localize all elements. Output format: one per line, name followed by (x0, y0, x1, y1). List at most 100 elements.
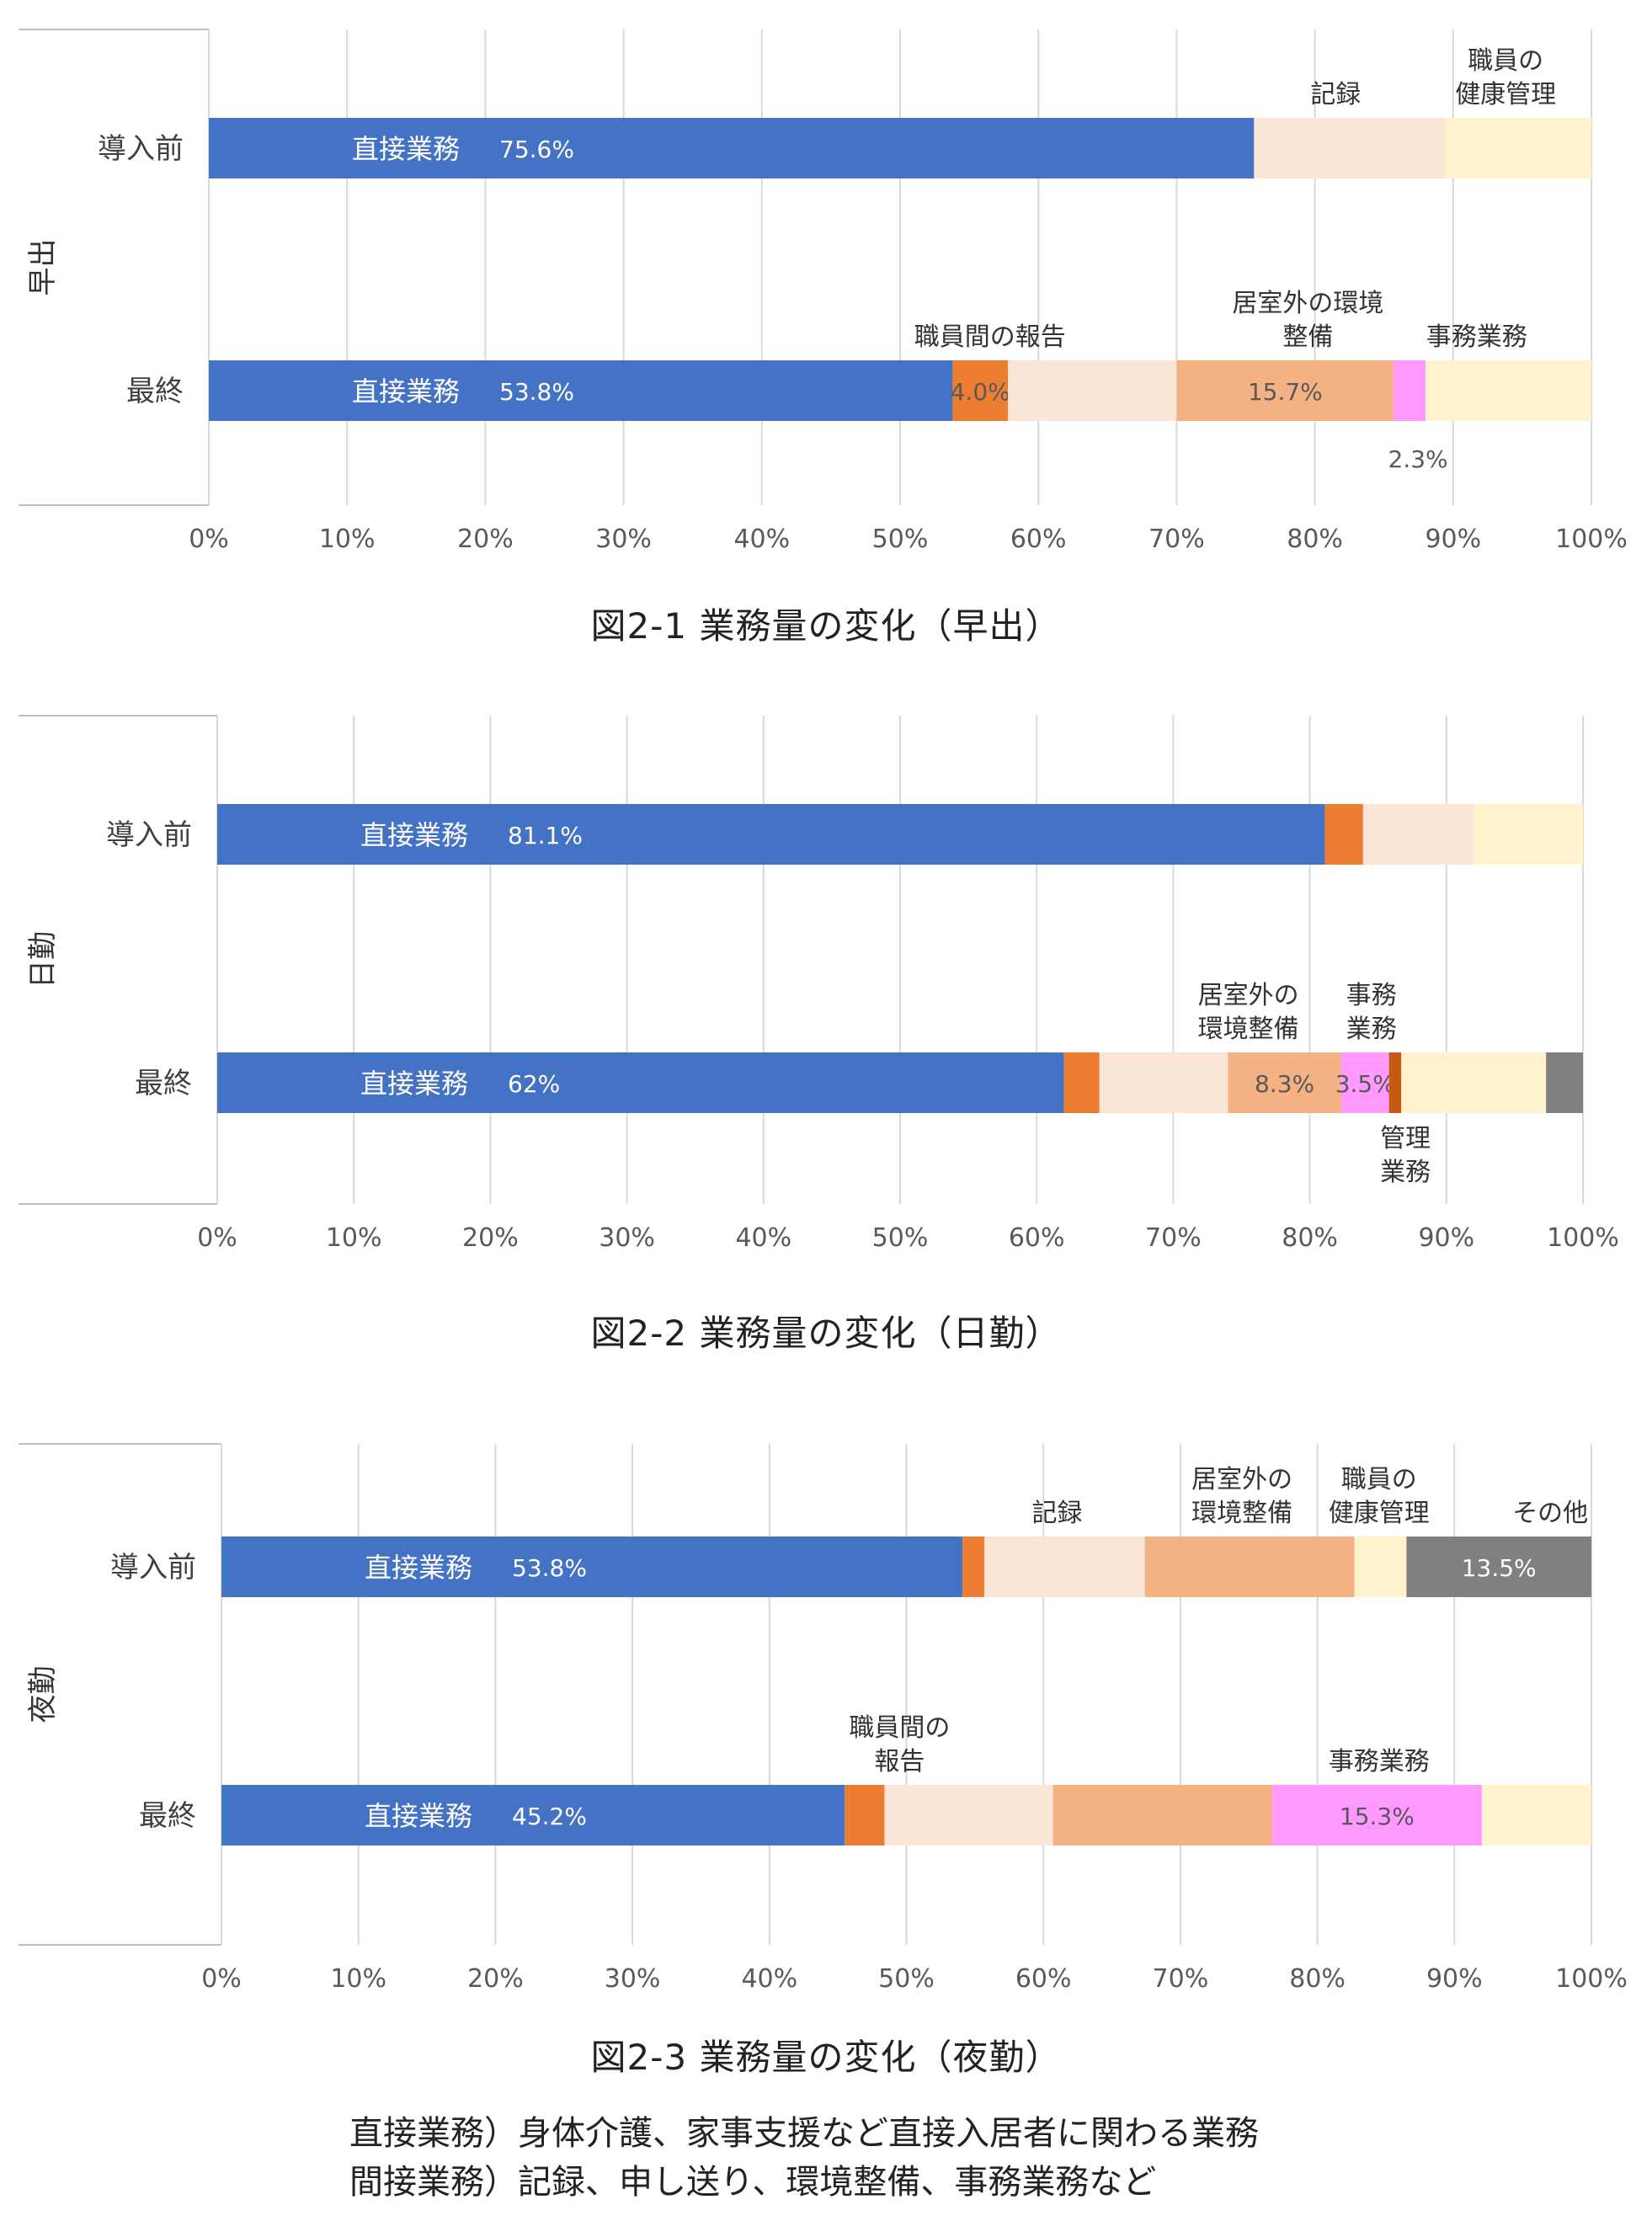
bar-segment (952, 360, 1009, 421)
bar-segment (1362, 804, 1474, 865)
bar-segment (845, 1785, 885, 1846)
bar-segment (1144, 1537, 1355, 1597)
bar-segment (884, 1785, 1053, 1846)
x-tick-label: 40% (735, 1223, 791, 1253)
bar-segment (1271, 1785, 1482, 1846)
x-tick-label: 20% (467, 1964, 524, 1994)
x-tick-label: 70% (1153, 1964, 1209, 1994)
x-tick-label: 60% (1015, 1964, 1072, 1994)
x-tick-label: 30% (605, 1964, 661, 1994)
data-label: 75.6% (499, 136, 574, 163)
x-tick-label: 90% (1426, 1964, 1483, 1994)
x-tick-label: 50% (872, 525, 929, 554)
chart-panel-early: 早出 0% 10% 20% 30% 40% 50% 60% 70% 80% 90% 100% 導入前 直接… (0, 0, 1652, 674)
x-tick-label: 50% (878, 1964, 935, 1994)
x-tick-label: 10% (330, 1964, 386, 1994)
chart-caption-early: 図2-1 業務量の変化（早出） (590, 605, 1062, 647)
chart-panel-night: 夜勤 0% 10% 20% 30% 40% 50% 60% 70% 80% 90% 100% 導入前 直接… (0, 1423, 1652, 2096)
segment-annotation: 職員の (1341, 1465, 1417, 1494)
data-label: 53.8% (499, 378, 574, 406)
segment-name-label: 直接業務 (365, 1552, 472, 1584)
bar-segment (1354, 1537, 1407, 1597)
chart-caption-day: 図2-2 業務量の変化（日勤） (590, 1313, 1062, 1354)
bar-segment (209, 118, 1255, 178)
segment-annotation: 居室外の (1191, 1465, 1292, 1494)
group-label: 早出 (26, 239, 60, 296)
data-label: 53.8% (512, 1554, 587, 1582)
bar-segment (962, 1537, 985, 1597)
group-label: 日勤 (26, 931, 60, 988)
data-label: 8.3% (1255, 1070, 1314, 1098)
note-direct: 直接業務）身体介護、家事支援など直接入居者に関わる業務 (349, 2114, 1259, 2153)
chart-caption-night: 図2-3 業務量の変化（夜勤） (590, 2037, 1062, 2078)
data-label: 3.5% (1335, 1070, 1395, 1098)
bar-segment (1176, 360, 1394, 421)
segment-annotation: 居室外の (1198, 981, 1299, 1010)
x-tick-label: 50% (872, 1223, 929, 1253)
data-label: 62% (508, 1070, 560, 1098)
bar-segment (1099, 1052, 1228, 1113)
bar-segment (1063, 1052, 1100, 1113)
segment-annotation: 環境整備 (1198, 1015, 1299, 1044)
chart-panel-day: 日勤 0% 10% 20% 30% 40% 50% 60% 70% 80% 90% 100% 導入前 直接… (0, 699, 1652, 1389)
bar-segment (1324, 804, 1363, 865)
x-tick-label: 100% (1555, 525, 1628, 554)
data-label: 15.7% (1248, 378, 1323, 406)
segment-annotation: 業務 (1346, 1015, 1397, 1044)
segment-name-label: 直接業務 (352, 375, 460, 407)
category-label: 導入前 (110, 1551, 196, 1585)
segment-annotation: 健康管理 (1455, 80, 1556, 109)
bar-segment (221, 1785, 845, 1846)
chart-night-svg: 夜勤0% 10% 20% 30% 40% 50% 60% 70% 80% 90% 100%導入前 直接… (19, 1443, 1628, 1994)
bar-segment (1228, 1052, 1341, 1113)
data-label: 4.0% (951, 378, 1010, 406)
segment-annotation: その他 (1512, 1499, 1588, 1528)
segment-annotation: 職員間の (849, 1713, 950, 1743)
bar-segment (221, 1537, 963, 1597)
x-tick-label: 10% (319, 525, 376, 554)
bar-segment (1406, 1537, 1591, 1597)
data-label: 15.3% (1340, 1803, 1415, 1830)
segment-annotation: 事務業務 (1426, 322, 1527, 352)
bar-segment (984, 1537, 1145, 1597)
bar-segment (217, 804, 1325, 865)
x-tick-label: 90% (1425, 525, 1481, 554)
bar-segment (1444, 118, 1591, 178)
x-tick-label: 0% (201, 1964, 242, 1994)
category-label: 最終 (135, 1067, 192, 1100)
category-label: 最終 (126, 375, 184, 408)
bar-segment (1394, 360, 1426, 421)
segment-annotation: 報告 (874, 1747, 925, 1776)
x-tick-label: 40% (733, 525, 790, 554)
segment-annotation: 事務業務 (1329, 1747, 1430, 1776)
x-tick-label: 30% (595, 525, 652, 554)
x-tick-label: 60% (1009, 1223, 1065, 1253)
segment-name-label: 直接業務 (360, 819, 468, 851)
x-tick-label: 0% (197, 1223, 237, 1253)
category-label: 導入前 (98, 132, 184, 166)
bar-segment (1388, 1052, 1402, 1113)
bar-segment (1254, 118, 1445, 178)
x-tick-label: 80% (1287, 525, 1343, 554)
x-tick-label: 80% (1282, 1223, 1338, 1253)
segment-annotation: 職員の (1468, 46, 1543, 76)
segment-annotation: 整備 (1282, 322, 1333, 352)
bar-segment (1008, 360, 1177, 421)
segment-name-label: 直接業務 (352, 133, 460, 165)
bar-segment (1481, 1785, 1591, 1846)
segment-annotation: 事務 (1346, 981, 1397, 1010)
x-tick-label: 10% (326, 1223, 382, 1253)
bar-segment (217, 1052, 1064, 1113)
bar-segment (1546, 1052, 1583, 1113)
note-indirect: 間接業務）記録、申し送り、環境整備、事務業務など (349, 2163, 1157, 2202)
x-tick-label: 90% (1418, 1223, 1474, 1253)
category-label: 最終 (139, 1799, 196, 1833)
segment-annotation: 健康管理 (1329, 1499, 1430, 1528)
segment-annotation: 業務 (1380, 1158, 1431, 1187)
segment-name-label: 直接業務 (360, 1068, 468, 1100)
x-tick-label: 70% (1148, 525, 1205, 554)
bar-segment (1401, 1052, 1547, 1113)
bar-segment (1052, 1785, 1272, 1846)
segment-annotation: 環境整備 (1191, 1499, 1292, 1528)
bar-segment (1340, 1052, 1389, 1113)
